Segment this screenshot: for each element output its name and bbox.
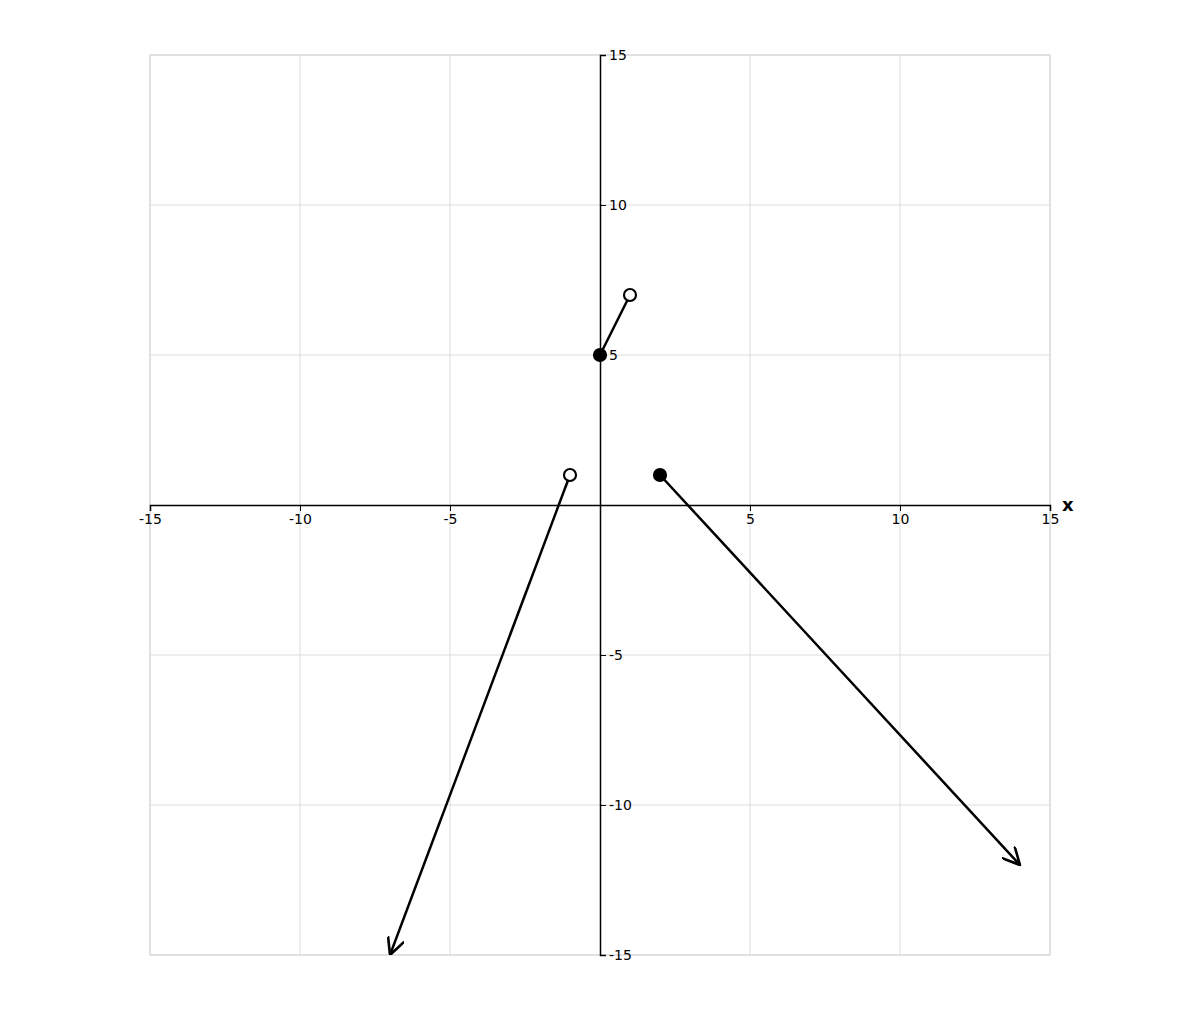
- x-tick: 15: [1042, 505, 1060, 527]
- y-tick: -5: [600, 647, 623, 663]
- x-tick: 5: [746, 505, 755, 527]
- y-axis-line: [601, 56, 607, 956]
- y-tick-mark: [600, 205, 606, 206]
- y-tick: -15: [600, 947, 632, 963]
- x-tick: -5: [444, 505, 458, 527]
- x-tick: 10: [892, 505, 910, 527]
- y-tick-label: -5: [609, 647, 623, 663]
- y-tick-label: -10: [609, 797, 632, 813]
- grid: [150, 55, 1050, 955]
- filled-point: [654, 469, 666, 481]
- y-tick-label: 10: [609, 197, 627, 213]
- x-tick-label: 5: [746, 511, 755, 527]
- y-tick: -10: [600, 797, 632, 813]
- y-tick-label: -15: [609, 947, 632, 963]
- x-tick: -15: [139, 505, 162, 527]
- plot-frame: [150, 55, 1050, 955]
- x-axis-label: x: [1062, 494, 1074, 515]
- plot: -15 -10 -5 5 10 15 15 10 5 -5 -10 -15 x: [139, 47, 1074, 963]
- x-tick-label: -10: [289, 511, 312, 527]
- x-tick-label: 15: [1042, 511, 1060, 527]
- ray: [660, 475, 1020, 865]
- filled-point: [594, 349, 606, 361]
- grid-line: [150, 55, 151, 955]
- open-point: [624, 289, 636, 301]
- y-tick: 15: [600, 47, 627, 63]
- y-tick-label: 5: [609, 347, 618, 363]
- x-tick-label: -5: [444, 511, 458, 527]
- grid-line: [150, 55, 1050, 56]
- y-tick-mark: [600, 655, 606, 656]
- x-tick-label: -15: [139, 511, 162, 527]
- ray: [390, 475, 570, 955]
- y-tick-label: 15: [609, 47, 627, 63]
- chart: -15 -10 -5 5 10 15 15 10 5 -5 -10 -15 x: [0, 0, 1200, 1021]
- x-tick: -10: [289, 505, 312, 527]
- y-tick: 10: [600, 197, 627, 213]
- marks: [390, 289, 1020, 955]
- x-axis: -15 -10 -5 5 10 15: [139, 505, 1059, 527]
- y-tick-mark: [600, 805, 606, 806]
- y-tick-mark: [600, 955, 606, 956]
- open-point: [564, 469, 576, 481]
- y-tick-mark: [600, 55, 606, 56]
- y-axis: 15 10 5 -5 -10 -15: [600, 47, 632, 963]
- segment: [600, 295, 630, 355]
- x-tick-label: 10: [892, 511, 910, 527]
